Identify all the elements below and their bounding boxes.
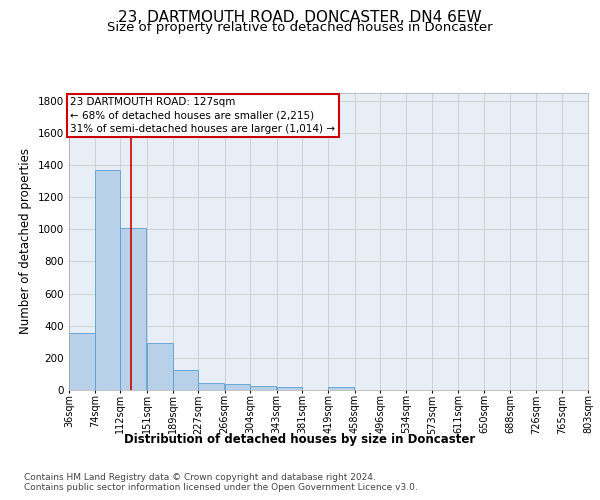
Text: Distribution of detached houses by size in Doncaster: Distribution of detached houses by size … bbox=[124, 432, 476, 446]
Y-axis label: Number of detached properties: Number of detached properties bbox=[19, 148, 32, 334]
Bar bbox=[250, 386, 276, 390]
Bar bbox=[198, 383, 224, 390]
Bar bbox=[95, 170, 121, 390]
Bar bbox=[277, 387, 302, 390]
Text: 23 DARTMOUTH ROAD: 127sqm
← 68% of detached houses are smaller (2,215)
31% of se: 23 DARTMOUTH ROAD: 127sqm ← 68% of detac… bbox=[70, 98, 335, 134]
Bar bbox=[173, 370, 198, 390]
Text: 23, DARTMOUTH ROAD, DONCASTER, DN4 6EW: 23, DARTMOUTH ROAD, DONCASTER, DN4 6EW bbox=[118, 10, 482, 25]
Text: Contains public sector information licensed under the Open Government Licence v3: Contains public sector information licen… bbox=[24, 484, 418, 492]
Text: Size of property relative to detached houses in Doncaster: Size of property relative to detached ho… bbox=[107, 22, 493, 35]
Bar bbox=[69, 333, 95, 390]
Text: Contains HM Land Registry data © Crown copyright and database right 2024.: Contains HM Land Registry data © Crown c… bbox=[24, 472, 376, 482]
Bar bbox=[121, 228, 146, 390]
Bar bbox=[147, 344, 173, 390]
Bar bbox=[224, 384, 250, 390]
Bar bbox=[328, 387, 354, 390]
